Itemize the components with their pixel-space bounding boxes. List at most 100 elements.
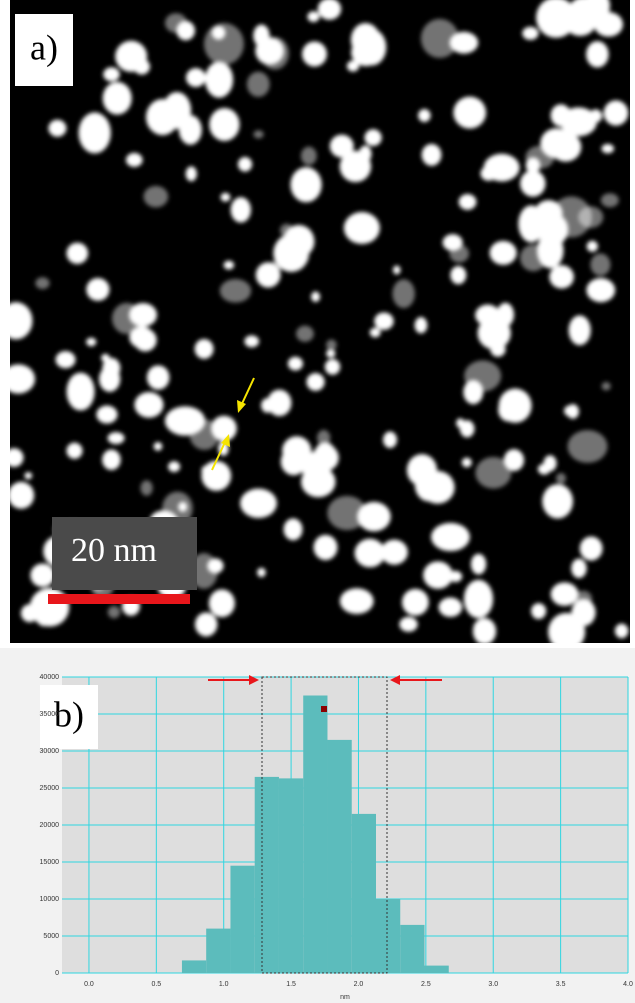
particle xyxy=(407,454,437,486)
x-tick-label: 4.0 xyxy=(623,981,633,988)
particle xyxy=(463,380,483,404)
x-tick-label: 3.0 xyxy=(488,981,498,988)
particle xyxy=(326,349,335,357)
particle xyxy=(578,206,603,228)
particle xyxy=(526,157,540,173)
particle xyxy=(257,568,266,577)
particle xyxy=(209,589,235,617)
particle xyxy=(301,452,332,481)
particle xyxy=(103,67,120,81)
particle xyxy=(66,243,88,264)
particle xyxy=(586,278,615,302)
particle xyxy=(178,502,187,512)
particle xyxy=(602,144,614,153)
y-tick-label: 20000 xyxy=(40,822,60,829)
particle xyxy=(186,68,206,87)
particle xyxy=(556,473,566,484)
particle xyxy=(238,157,252,172)
y-tick-label: 30000 xyxy=(40,748,60,755)
particle xyxy=(399,617,417,632)
particle xyxy=(450,266,466,284)
particle xyxy=(357,29,386,66)
particle xyxy=(539,13,549,21)
particle xyxy=(179,115,202,145)
marker xyxy=(321,706,327,712)
particle xyxy=(244,335,259,347)
particle xyxy=(96,406,117,424)
figure: a) 20 nm b) nm 0500010000150002000025000… xyxy=(0,0,635,1003)
particle xyxy=(493,162,505,173)
particle xyxy=(587,241,598,252)
x-tick-label: 1.0 xyxy=(219,981,229,988)
particle xyxy=(460,420,475,437)
particle xyxy=(141,480,153,495)
particle xyxy=(108,606,120,618)
particle xyxy=(370,328,381,338)
x-axis-label: nm xyxy=(340,994,350,1001)
particle xyxy=(549,265,574,288)
bar xyxy=(230,866,254,973)
particle xyxy=(393,266,401,275)
particle xyxy=(535,200,563,226)
particle xyxy=(531,603,546,619)
bar xyxy=(425,966,449,973)
particle xyxy=(422,144,442,166)
particle xyxy=(220,279,251,303)
particle xyxy=(475,305,500,326)
bar xyxy=(352,814,376,973)
particle xyxy=(306,373,324,391)
particle xyxy=(273,234,309,272)
x-tick-label: 2.0 xyxy=(354,981,364,988)
particle xyxy=(255,37,284,64)
particle xyxy=(195,612,217,636)
particle xyxy=(459,194,477,210)
x-tick-label: 1.5 xyxy=(286,981,296,988)
particle xyxy=(453,97,486,129)
particle xyxy=(415,317,428,333)
particle xyxy=(2,364,35,393)
y-tick-label: 0 xyxy=(55,970,59,977)
particle xyxy=(290,167,321,202)
particle xyxy=(443,234,463,251)
bar xyxy=(279,778,303,973)
particle xyxy=(79,112,111,153)
particle xyxy=(383,432,397,449)
particle xyxy=(537,233,564,269)
particle xyxy=(490,241,517,265)
particle xyxy=(134,59,151,75)
particle xyxy=(568,430,608,463)
particle xyxy=(589,109,602,122)
particle xyxy=(580,536,603,560)
particle xyxy=(594,12,623,37)
y-tick-label: 40000 xyxy=(40,674,60,681)
particle xyxy=(240,489,277,518)
particle xyxy=(307,11,319,22)
particle xyxy=(504,449,524,471)
particle xyxy=(548,613,585,651)
particle xyxy=(602,382,611,390)
particle xyxy=(431,523,470,551)
particle xyxy=(498,399,519,422)
particle xyxy=(30,563,54,587)
x-tick-label: 2.5 xyxy=(421,981,431,988)
particle xyxy=(205,62,233,98)
particle xyxy=(564,406,575,417)
particle xyxy=(86,338,96,347)
y-tick-label: 15000 xyxy=(40,859,60,866)
particle xyxy=(360,506,373,521)
scale-bar xyxy=(48,594,190,604)
particle xyxy=(211,416,237,442)
particle xyxy=(522,27,538,40)
particle xyxy=(108,432,125,444)
particle xyxy=(571,559,586,578)
scale-bar-label: 20 nm xyxy=(71,532,157,569)
particle xyxy=(374,313,393,330)
bar xyxy=(376,899,400,973)
particle xyxy=(604,100,629,125)
particle xyxy=(144,186,169,208)
x-tick-label: 0.0 xyxy=(84,981,94,988)
particle xyxy=(418,109,431,122)
particle xyxy=(15,307,24,318)
particle xyxy=(340,588,374,614)
particle xyxy=(24,472,32,479)
